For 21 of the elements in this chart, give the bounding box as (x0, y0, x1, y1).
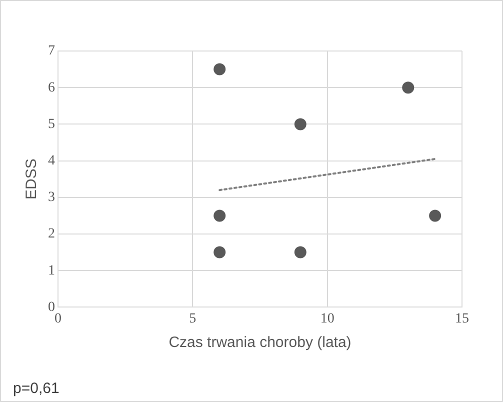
y-tick-label: 6 (48, 80, 55, 96)
point (294, 246, 306, 258)
point (294, 118, 306, 130)
y-axis-title: EDSS (23, 158, 40, 200)
x-tick-label: 10 (320, 311, 334, 326)
y-tick-label: 2 (48, 226, 55, 242)
x-tick-label: 5 (189, 311, 196, 326)
x-axis-title: Czas trwania choroby (lata) (168, 334, 352, 352)
y-tick-label: 4 (48, 153, 55, 168)
point (402, 82, 414, 94)
y-tick-label: 5 (48, 116, 55, 132)
x-tick-label: 15 (455, 311, 469, 326)
point (214, 63, 226, 76)
y-tick-label: 7 (48, 44, 55, 59)
point (214, 246, 226, 258)
y-tick-label: 0 (48, 300, 55, 315)
y-tick-label: 3 (48, 190, 55, 206)
point (214, 210, 226, 222)
text: p=0,61 (13, 380, 60, 397)
y-tick-label: 1 (48, 263, 55, 278)
point (429, 210, 442, 222)
